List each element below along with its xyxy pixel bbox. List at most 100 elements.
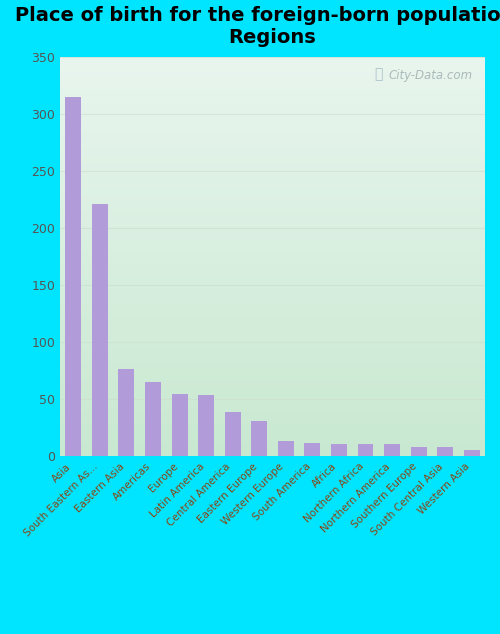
Bar xyxy=(60,163,485,165)
Bar xyxy=(60,337,485,339)
Bar xyxy=(60,287,485,288)
Bar xyxy=(60,415,485,417)
Bar xyxy=(60,241,485,243)
Bar xyxy=(60,353,485,354)
Bar xyxy=(60,187,485,189)
Bar xyxy=(60,157,485,159)
Bar xyxy=(60,75,485,77)
Bar xyxy=(60,403,485,404)
Bar xyxy=(60,327,485,328)
Bar xyxy=(60,169,485,171)
Bar xyxy=(60,399,485,401)
Bar xyxy=(60,161,485,163)
Bar xyxy=(60,229,485,231)
Bar xyxy=(60,366,485,368)
Bar xyxy=(60,179,485,181)
Bar xyxy=(60,101,485,103)
Bar xyxy=(278,441,294,456)
Bar xyxy=(60,257,485,259)
Bar xyxy=(60,443,485,444)
Bar xyxy=(60,236,485,239)
Bar xyxy=(60,401,485,403)
Bar xyxy=(60,391,485,392)
Bar xyxy=(60,429,485,430)
Bar xyxy=(60,185,485,187)
Bar xyxy=(60,153,485,155)
Bar xyxy=(60,97,485,99)
Bar xyxy=(60,79,485,81)
Bar xyxy=(60,235,485,236)
Bar xyxy=(60,141,485,143)
Bar xyxy=(60,211,485,213)
Bar xyxy=(410,448,426,456)
Bar xyxy=(252,421,267,456)
Bar xyxy=(60,135,485,137)
Bar xyxy=(60,85,485,87)
Bar xyxy=(60,439,485,441)
Bar xyxy=(60,291,485,293)
Bar xyxy=(331,444,347,456)
Bar xyxy=(60,313,485,314)
Bar xyxy=(60,103,485,105)
Bar xyxy=(60,249,485,251)
Bar xyxy=(60,89,485,91)
Bar xyxy=(60,233,485,235)
Bar xyxy=(60,349,485,351)
Bar xyxy=(60,261,485,262)
Bar xyxy=(60,207,485,209)
Bar xyxy=(60,276,485,279)
Bar xyxy=(60,451,485,453)
Bar xyxy=(60,181,485,183)
Bar xyxy=(60,453,485,455)
Title: Place of birth for the foreign-born population -
Regions: Place of birth for the foreign-born popu… xyxy=(16,6,500,47)
Bar xyxy=(60,301,485,302)
Bar xyxy=(60,373,485,375)
Bar xyxy=(60,382,485,385)
Bar xyxy=(60,131,485,133)
Bar xyxy=(60,430,485,432)
Bar xyxy=(60,171,485,173)
Bar xyxy=(60,436,485,439)
Bar xyxy=(60,339,485,340)
Bar xyxy=(60,173,485,175)
Bar xyxy=(60,380,485,382)
Bar xyxy=(60,378,485,380)
Bar xyxy=(60,387,485,389)
Bar xyxy=(60,418,485,420)
Bar xyxy=(60,455,485,456)
Bar xyxy=(60,201,485,203)
Bar xyxy=(60,354,485,356)
Bar xyxy=(60,217,485,219)
Bar xyxy=(60,297,485,299)
Bar xyxy=(60,239,485,241)
Bar xyxy=(60,394,485,397)
Bar xyxy=(60,57,485,59)
Bar xyxy=(60,145,485,147)
Bar xyxy=(60,77,485,79)
Bar xyxy=(60,177,485,179)
Bar xyxy=(60,406,485,408)
Bar xyxy=(60,87,485,89)
Bar xyxy=(60,195,485,197)
Bar xyxy=(60,109,485,111)
Bar xyxy=(60,314,485,317)
Bar xyxy=(60,351,485,353)
Bar xyxy=(60,95,485,97)
Bar xyxy=(384,444,400,456)
Bar xyxy=(60,61,485,63)
Bar xyxy=(60,432,485,434)
Bar xyxy=(60,283,485,285)
Bar xyxy=(60,121,485,123)
Bar xyxy=(60,193,485,195)
Bar xyxy=(60,123,485,125)
Bar xyxy=(60,427,485,429)
Bar xyxy=(60,375,485,377)
Bar xyxy=(60,99,485,101)
Bar xyxy=(304,443,320,456)
Bar xyxy=(60,441,485,443)
Bar xyxy=(145,382,161,456)
Bar xyxy=(60,295,485,297)
Bar xyxy=(358,444,374,456)
Bar xyxy=(60,129,485,131)
Bar xyxy=(60,67,485,69)
